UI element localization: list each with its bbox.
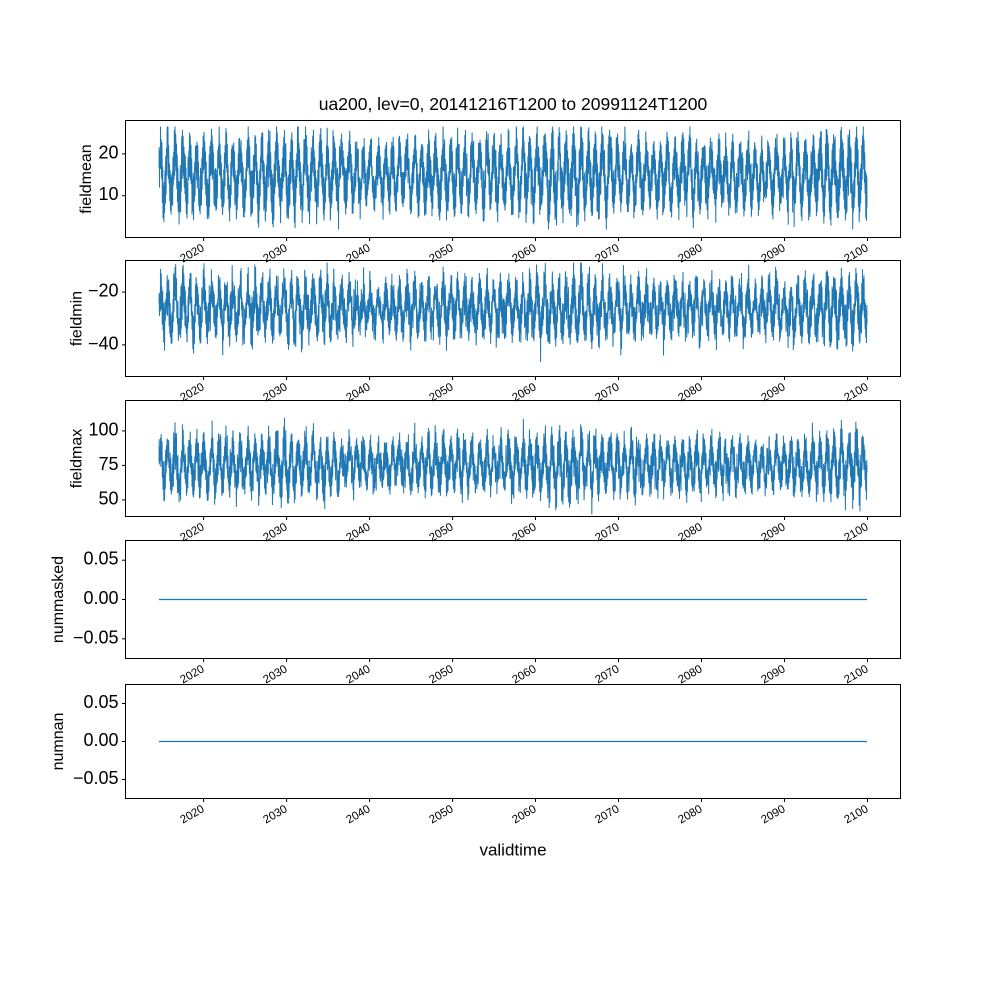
svg-text:75: 75 bbox=[98, 454, 118, 474]
svg-text:−20: −20 bbox=[88, 281, 119, 301]
svg-text:ua200, lev=0, 20141216T1200 to: ua200, lev=0, 20141216T1200 to 20991124T… bbox=[319, 94, 708, 114]
svg-text:−0.05: −0.05 bbox=[73, 768, 119, 788]
svg-text:−40: −40 bbox=[88, 333, 119, 353]
svg-text:fieldmean: fieldmean bbox=[78, 144, 95, 213]
svg-text:fieldmin: fieldmin bbox=[69, 291, 86, 346]
svg-text:100: 100 bbox=[88, 419, 118, 439]
svg-text:50: 50 bbox=[98, 488, 118, 508]
svg-text:0.00: 0.00 bbox=[83, 588, 118, 608]
svg-text:validtime: validtime bbox=[479, 841, 546, 860]
svg-text:0.05: 0.05 bbox=[83, 692, 118, 712]
svg-text:10: 10 bbox=[98, 184, 118, 204]
svg-text:nummasked: nummasked bbox=[50, 556, 67, 643]
svg-text:fieldmax: fieldmax bbox=[69, 429, 86, 489]
svg-text:−0.05: −0.05 bbox=[73, 627, 119, 647]
svg-text:numnan: numnan bbox=[50, 713, 67, 771]
svg-text:0.00: 0.00 bbox=[83, 730, 118, 750]
svg-text:0.05: 0.05 bbox=[83, 549, 118, 569]
svg-text:20: 20 bbox=[98, 142, 118, 162]
